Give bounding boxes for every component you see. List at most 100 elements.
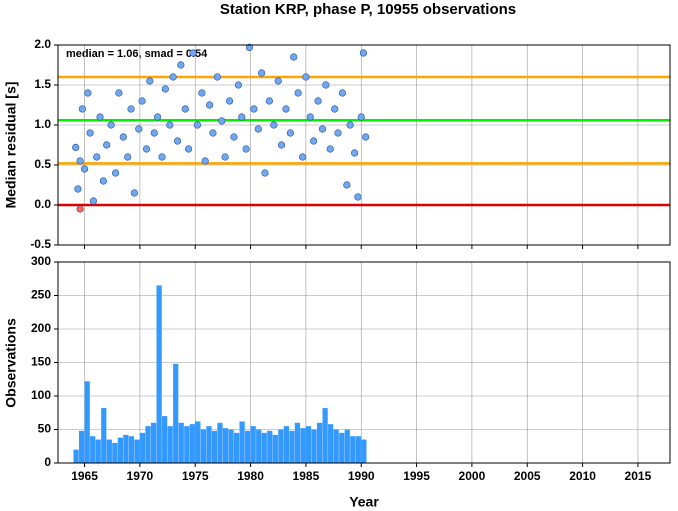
point: [209, 129, 217, 137]
annotation: median = 1.06, smad = 0.54: [66, 48, 208, 60]
bar: [239, 421, 245, 463]
bar: [195, 421, 201, 463]
y-tick-label: 1.5: [34, 77, 51, 91]
point: [119, 133, 127, 141]
y-tick-label: 100: [31, 388, 51, 402]
bar: [267, 430, 273, 463]
point: [93, 153, 101, 161]
point: [169, 73, 177, 81]
point: [302, 73, 310, 81]
bar: [73, 449, 79, 463]
bar: [211, 430, 218, 463]
bar: [79, 430, 85, 463]
point: [158, 153, 166, 161]
point: [221, 153, 229, 161]
y-tick-label: 0.0: [34, 197, 51, 211]
point: [225, 97, 234, 105]
point: [294, 89, 302, 97]
point: [290, 53, 298, 61]
point: [130, 189, 138, 197]
point: [173, 137, 182, 145]
chart-title: Station KRP, phase P, 10955 observations: [220, 1, 516, 18]
bar: [128, 436, 135, 463]
y-tick-label: 200: [31, 321, 51, 335]
bar: [300, 428, 306, 463]
y-tick-label: 2.0: [34, 37, 51, 51]
point: [96, 113, 104, 121]
point: [142, 145, 151, 153]
bar: [361, 439, 367, 463]
point: [298, 153, 307, 161]
bar: [289, 430, 295, 463]
bar: [272, 434, 278, 463]
point: [154, 113, 162, 121]
point: [198, 89, 206, 97]
point: [166, 121, 174, 129]
point: [270, 121, 278, 129]
point: [277, 141, 286, 149]
bar: [156, 285, 162, 463]
bar: [106, 439, 112, 463]
x-tick-label: 1975: [182, 469, 209, 483]
bar: [189, 424, 195, 463]
y-tick-label: 300: [31, 254, 51, 268]
x-tick-label: 2000: [459, 469, 486, 483]
point: [362, 133, 370, 141]
point: [135, 125, 143, 133]
bar: [278, 429, 284, 463]
point: [254, 125, 262, 133]
bar: [162, 416, 168, 463]
bar: [256, 429, 262, 463]
point: [350, 149, 359, 157]
bar: [95, 439, 101, 463]
bar: [173, 363, 179, 463]
x-tick-label: 1990: [348, 469, 375, 483]
point: [274, 77, 282, 85]
x-tick-label: 2015: [625, 469, 652, 483]
point: [72, 143, 80, 151]
bar: [233, 432, 240, 463]
point: [265, 97, 273, 105]
y-tick-label: 0: [44, 455, 51, 469]
point: [150, 129, 158, 137]
point: [213, 73, 221, 81]
bar: [134, 439, 140, 463]
y-tick-label: 1.0: [34, 117, 51, 131]
point: [78, 105, 86, 113]
bar: [167, 426, 173, 463]
point: [127, 105, 135, 113]
point: [189, 49, 197, 57]
point: [261, 169, 269, 177]
x-tick-label: 1970: [127, 469, 154, 483]
bar: [206, 426, 212, 463]
bar: [184, 426, 190, 463]
point: [184, 145, 193, 153]
bar: [178, 422, 184, 463]
bar: [217, 422, 223, 463]
x-axis-label: Year: [349, 494, 379, 510]
plot-frame: [57, 261, 671, 464]
x-tick-label: 1995: [403, 469, 430, 483]
point: [84, 89, 92, 97]
point: [346, 121, 354, 129]
point: [250, 105, 258, 113]
point: [245, 43, 254, 52]
point: [230, 133, 238, 141]
point: [282, 105, 290, 113]
bar: [139, 432, 146, 463]
bar: [261, 432, 267, 463]
point: [161, 85, 169, 93]
y-tick-label: 150: [31, 355, 51, 369]
bar: [250, 426, 256, 463]
bar: [245, 430, 251, 463]
bar: [200, 429, 206, 463]
point: [306, 113, 314, 121]
point: [80, 165, 89, 173]
bar: [222, 428, 229, 463]
bar: [228, 429, 234, 463]
x-tick-label: 2005: [514, 469, 541, 483]
point: [193, 121, 202, 129]
point: [115, 89, 123, 97]
point: [338, 89, 347, 97]
